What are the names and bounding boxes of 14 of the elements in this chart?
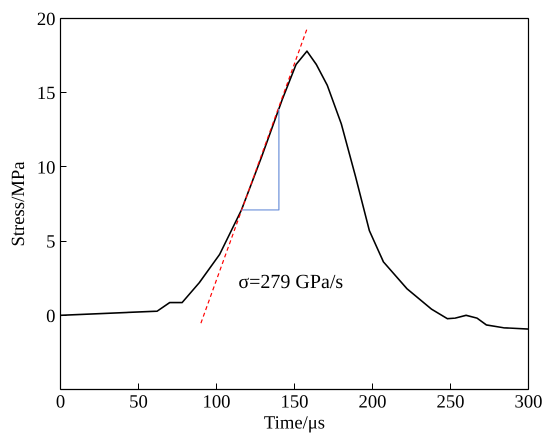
y-tick-label: 20 <box>36 9 56 30</box>
x-tick-label: 300 <box>514 392 542 412</box>
x-tick-label: 50 <box>129 392 148 412</box>
y-axis-title: Stress/MPa <box>8 160 29 246</box>
x-tick-label: 100 <box>202 392 230 412</box>
y-tick-label: 15 <box>36 83 56 104</box>
y-tick-label: 0 <box>46 306 56 327</box>
x-tick-label: 150 <box>280 392 308 412</box>
x-tick-label: 250 <box>436 392 464 412</box>
y-tick-label: 5 <box>46 232 56 253</box>
x-axis-title: Time/μs <box>264 412 326 434</box>
annotation: σ=279 GPa/s <box>238 270 344 293</box>
x-tick-label: 200 <box>358 392 386 412</box>
y-tick-label: 10 <box>36 157 56 178</box>
